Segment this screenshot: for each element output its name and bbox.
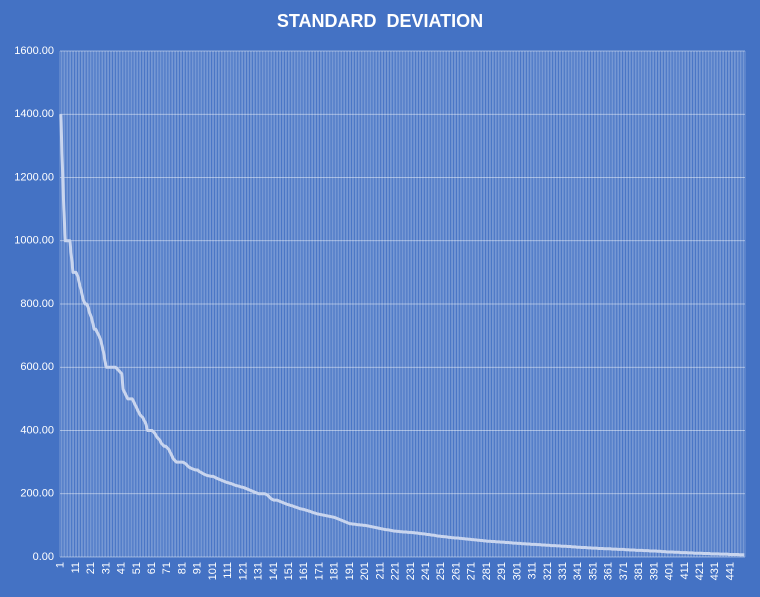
x-tick-label: 61	[146, 562, 158, 574]
x-tick-label: 291	[496, 562, 508, 580]
x-tick-label: 231	[405, 562, 417, 580]
x-tick-label: 11	[70, 562, 82, 573]
x-tick-label: 411	[679, 562, 691, 580]
x-tick-label: 361	[603, 562, 615, 580]
x-tick-label: 71	[161, 562, 173, 574]
x-tick-label: 221	[390, 562, 402, 580]
x-tick-label: 251	[435, 562, 447, 580]
y-tick-label: 1000.00	[14, 235, 54, 247]
x-tick-label: 81	[176, 562, 188, 574]
y-tick-label: 200.00	[20, 488, 54, 500]
y-tick-label: 1400.00	[14, 108, 54, 120]
x-tick-label: 191	[344, 562, 356, 580]
x-tick-label: 41	[116, 562, 128, 574]
x-tick-label: 141	[268, 562, 280, 580]
x-tick-label: 91	[192, 562, 204, 574]
x-tick-label: 211	[374, 562, 386, 580]
x-tick-label: 271	[466, 562, 478, 580]
x-tick-label: 381	[633, 562, 645, 580]
x-tick-label: 401	[664, 562, 676, 580]
chart-title: STANDARD DEVIATION	[277, 11, 483, 31]
x-tick-label: 151	[283, 562, 295, 580]
x-tick-label: 281	[481, 562, 493, 580]
y-tick-label: 800.00	[20, 298, 54, 310]
x-tick-label: 371	[618, 562, 630, 580]
x-tick-label: 241	[420, 562, 432, 580]
data-line	[59, 114, 745, 557]
x-tick-label: 51	[131, 562, 143, 574]
x-tick-label: 101	[207, 562, 219, 580]
x-tick-label: 391	[648, 562, 660, 580]
x-tick-label: 201	[359, 562, 371, 580]
x-tick-label: 431	[709, 562, 721, 580]
x-tick-label: 331	[557, 562, 569, 580]
x-tick-label: 341	[572, 562, 584, 580]
y-tick-label: 1600.00	[14, 45, 54, 57]
y-tick-label: 400.00	[20, 424, 54, 436]
y-tick-label: 1200.00	[14, 171, 54, 183]
x-tick-label: 351	[587, 562, 599, 580]
x-tick-label: 21	[85, 562, 97, 574]
x-tick-label: 441	[724, 562, 736, 580]
x-tick-label: 111	[222, 562, 234, 579]
x-tick-label: 321	[542, 562, 554, 580]
x-tick-label: 1	[55, 562, 67, 568]
x-tick-label: 131	[253, 562, 265, 580]
y-tick-label: 0.00	[33, 551, 54, 563]
x-tick-label: 121	[237, 562, 249, 580]
x-tick-label: 161	[298, 562, 310, 580]
x-tick-label: 181	[329, 562, 341, 580]
x-tick-label: 31	[100, 562, 112, 574]
x-tick-label: 311	[527, 562, 539, 580]
x-tick-label: 301	[511, 562, 523, 580]
y-tick-label: 600.00	[20, 361, 54, 373]
x-tick-label: 261	[450, 562, 462, 580]
x-tick-label: 421	[694, 562, 706, 580]
x-tick-label: 171	[313, 562, 325, 580]
